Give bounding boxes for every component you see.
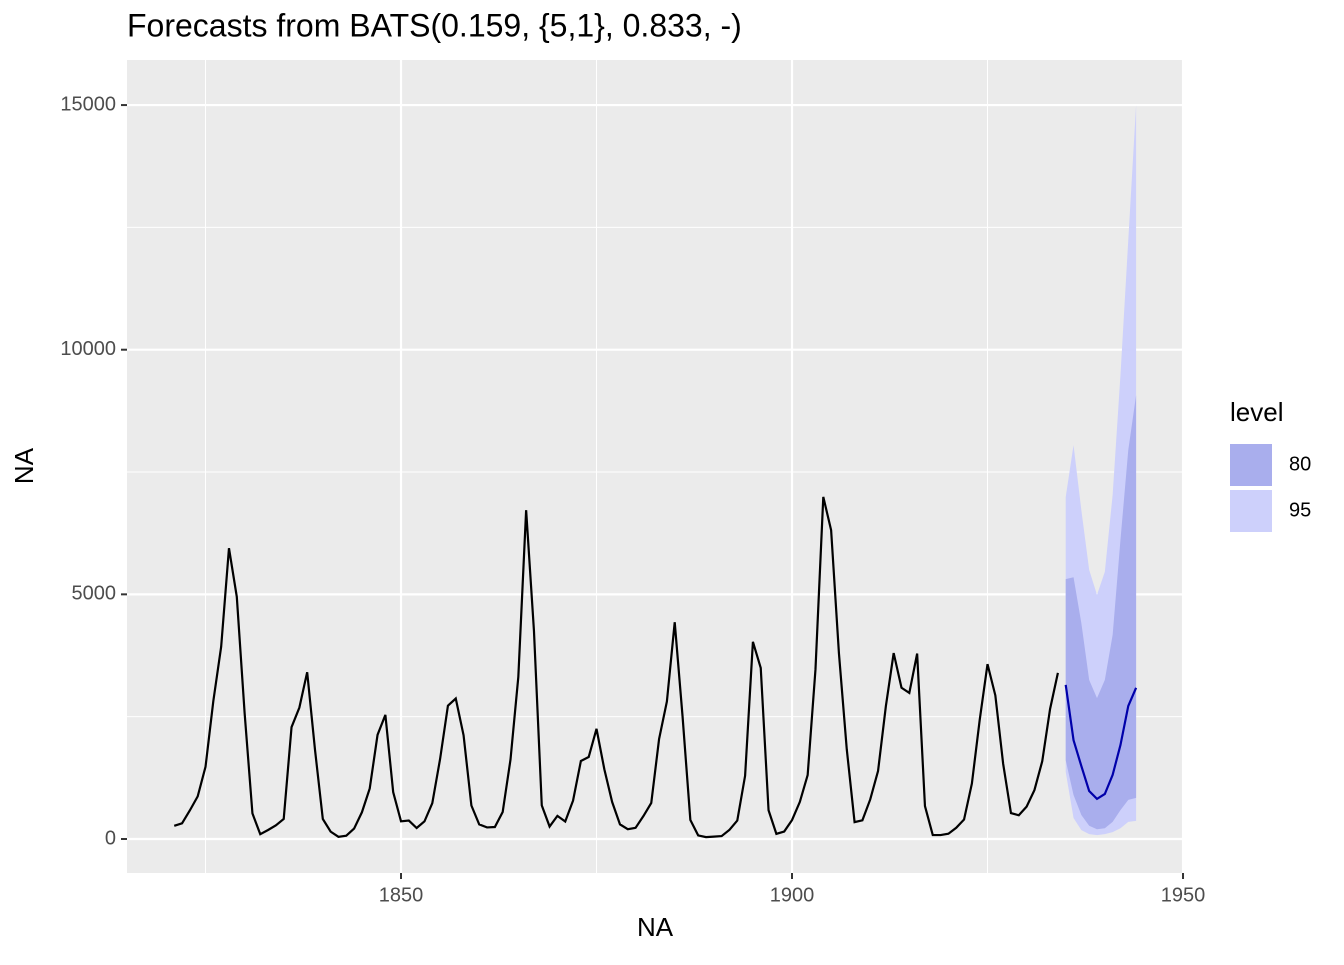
legend-key — [1230, 444, 1272, 486]
x-tick-label: 1950 — [1161, 884, 1206, 906]
forecast-line — [1064, 684, 1138, 801]
chart-title: Forecasts from BATS(0.159, {5,1}, 0.833,… — [127, 7, 742, 43]
x-tick-label: 1900 — [770, 884, 815, 906]
y-axis-label: NA — [9, 447, 39, 484]
legend-label: 95 — [1289, 499, 1311, 521]
y-tick-label: 0 — [105, 827, 116, 849]
x-axis-label: NA — [637, 912, 674, 942]
panel — [127, 60, 1182, 873]
y-tick-label: 15000 — [60, 93, 116, 115]
legend-label: 80 — [1289, 453, 1311, 475]
y-tick-label: 5000 — [72, 583, 117, 605]
y-tick-label: 10000 — [60, 338, 116, 360]
legend-title: level — [1230, 397, 1283, 427]
forecast-band — [1065, 395, 1137, 830]
history-line — [173, 496, 1059, 839]
x-tick-label: 1850 — [379, 884, 424, 906]
legend-key — [1230, 490, 1272, 532]
